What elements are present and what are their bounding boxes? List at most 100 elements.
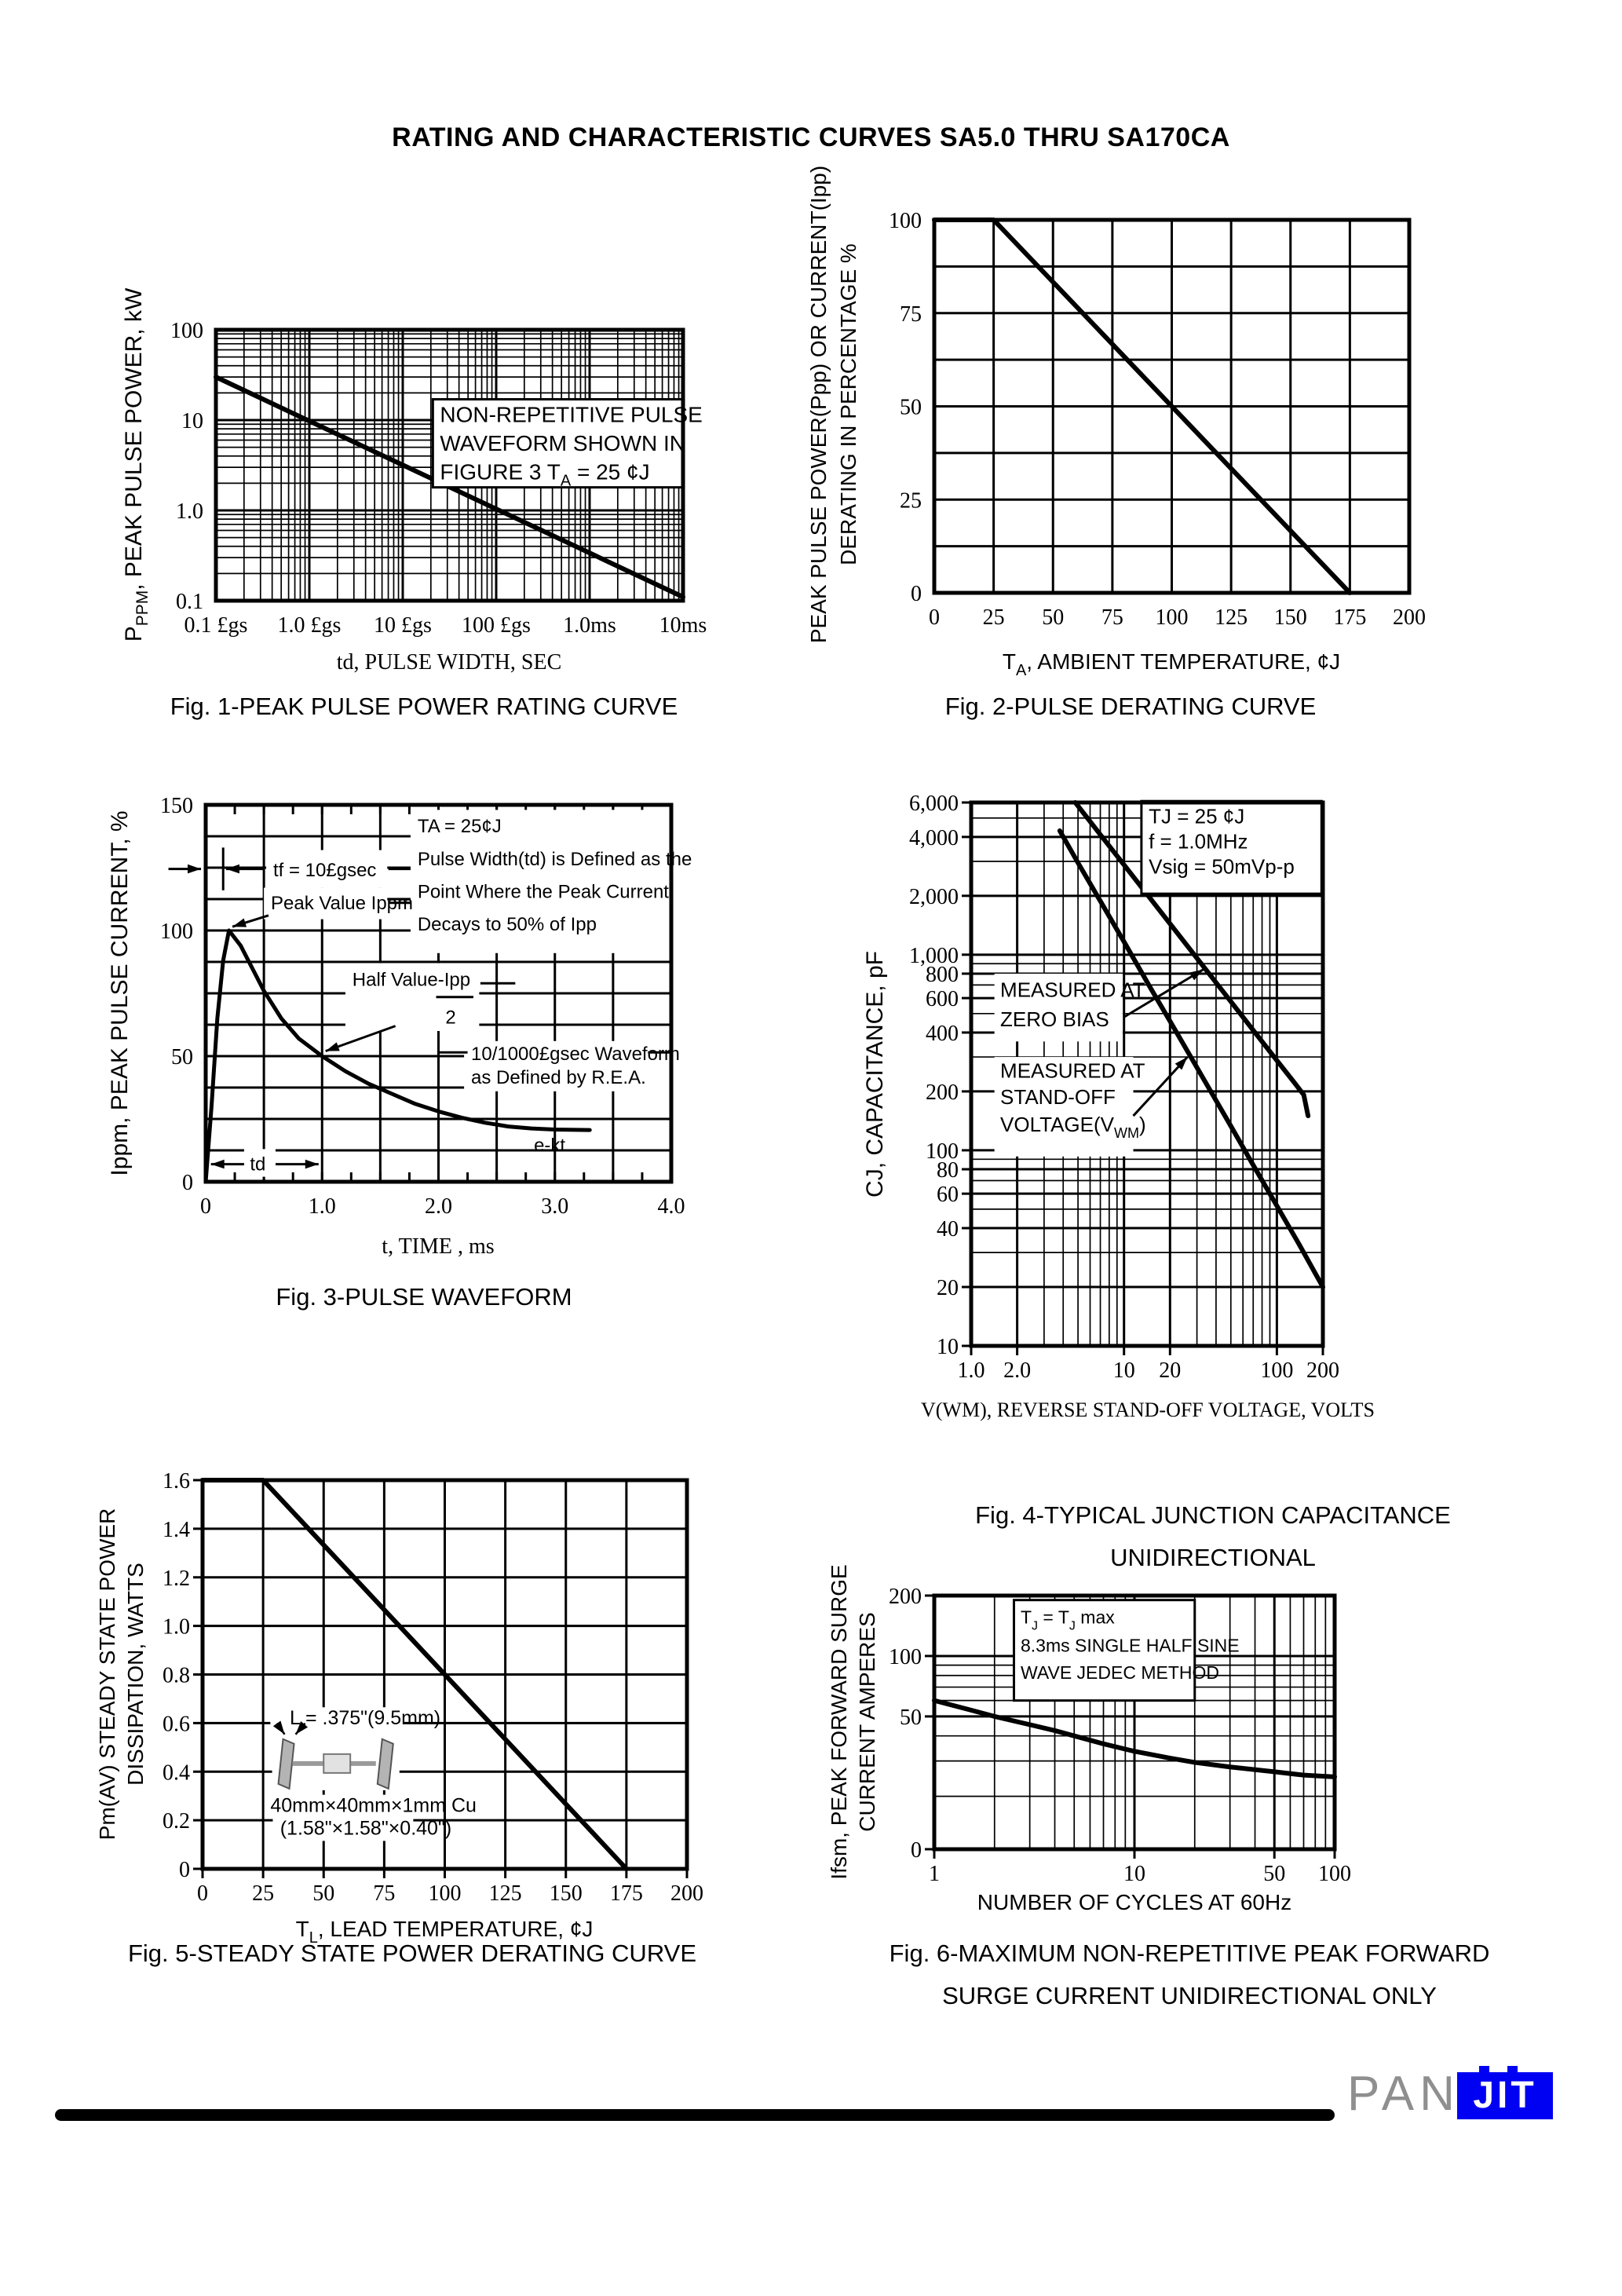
fig1-y-tick: 0.1 [176,590,203,614]
svg-text:Half Value-Ipp: Half Value-Ipp [353,969,470,990]
svg-text:td: td [250,1154,265,1175]
fig5-x-tick: 0 [197,1881,208,1906]
fig4-y-tick: 2,000 [909,885,959,909]
fig4-x-tick: 100 [1260,1358,1293,1383]
fig5-x-axis-title: TL, LEAD TEMPERATURE, ¢J [296,1917,594,1947]
logo-jit-text: JIT [1473,2075,1537,2116]
fig4-x-tick: 2.0 [1003,1358,1031,1383]
fig4-y-tick: 600 [926,987,959,1011]
footer-rule [55,2109,1335,2121]
fig5-x-tick: 150 [550,1881,583,1906]
fig6-y-tick: 50 [900,1706,922,1730]
fig6-chart: TJ = TJ max 8.3ms SINGLE HALF SINE WAVE JE… [827,1564,1351,1914]
svg-text:TA = 25¢J: TA = 25¢J [418,816,502,837]
svg-text:40mm×40mm×1mm Cu: 40mm×40mm×1mm Cu [270,1794,477,1816]
fig5-y-tick: 0.2 [163,1809,190,1834]
fig4-y-tick: 6,000 [909,792,959,816]
fig4-y-tick: 80 [937,1158,959,1183]
fig5-chart: L = .375"(9.5mm) 40mm×40mm×1mm Cu(1.58"×1… [95,1469,703,1947]
fig1-y-axis-title-0: PPPM, PEAK PULSE POWER, kW [121,287,152,642]
fig5-y-tick: 1.6 [163,1469,190,1493]
svg-text:10/1000£gsec Waveform: 10/1000£gsec Waveform [471,1044,680,1065]
fig2-y-tick: 50 [900,396,922,420]
fig4-series-measured-at-stand-off-voltage [1057,828,1325,1290]
fig2-x-tick: 100 [1156,605,1189,630]
fig3-caption: Fig. 3-PULSE WAVEFORM [276,1283,572,1311]
fig3-y-axis-title-0: Ippm, PEAK PULSE CURRENT, % [107,810,133,1175]
fig1-y-tick: 1.0 [176,499,203,524]
svg-text:WAVEFORM SHOWN IN: WAVEFORM SHOWN IN [440,431,685,455]
fig5-y-axis-title-1: DISSIPATION, WATTS [123,1563,148,1786]
fig4-y-tick: 1,000 [909,944,959,968]
logo-pan-text: PAN [1347,2067,1460,2121]
fig6-caption-line2: SURGE CURRENT UNIDIRECTIONAL ONLY [942,1982,1437,2009]
fig4-y-tick: 200 [926,1080,959,1105]
fig4-y-tick: 100 [926,1139,959,1164]
svg-text:f = 1.0MHz: f = 1.0MHz [1149,829,1248,853]
fig6-y-axis-title-0: Ifsm, PEAK FORWARD SURGE [827,1564,851,1879]
svg-text:2: 2 [445,1007,455,1028]
fig2-y-tick: 100 [889,209,922,233]
svg-text:L = .375"(9.5mm): L = .375"(9.5mm) [290,1707,440,1729]
fig2-y-axis-title-1: DERATING IN PERCENTAGE % [836,243,860,565]
fig4-x-tick: 10 [1113,1358,1135,1383]
fig1-y-tick: 100 [170,319,203,343]
fig5-y-tick: 1.0 [163,1615,190,1640]
svg-text:MEASURED AT: MEASURED AT [1000,1058,1145,1082]
svg-text:STAND-OFF: STAND-OFF [1000,1085,1116,1109]
fig5-y-axis-title-0: Pm(AV) STEADY STATE POWER [95,1508,119,1841]
fig1-x-tick: 10 £gs [374,613,432,638]
fig3-series-pulse-waveform [203,928,592,1184]
fig4-y-tick: 60 [937,1183,959,1207]
fig2-x-tick: 75 [1101,605,1123,630]
fig2-y-tick: 75 [900,302,922,327]
fig6-x-axis-title: NUMBER OF CYCLES AT 60Hz [977,1890,1291,1914]
fig2-y-axis-title-0: PEAK PULSE POWER(Ppp) OR CURRENT(Ipp) [806,166,831,643]
fig6-x-tick: 10 [1123,1862,1145,1886]
fig1-x-tick: 1.0ms [563,613,616,638]
fig6-y-axis-title-1: CURRENT AMPERES [855,1612,879,1832]
fig6-y-tick: 100 [889,1645,922,1669]
svg-text:8.3ms SINGLE HALF SINE: 8.3ms SINGLE HALF SINE [1021,1636,1240,1656]
svg-text:e-kt: e-kt [534,1135,565,1157]
fig1-x-axis-title: td, PULSE WIDTH, SEC [337,650,562,675]
fig1-y-tick: 10 [181,409,203,433]
fig5-x-tick: 25 [252,1881,274,1906]
fig5-x-tick: 125 [489,1881,522,1906]
fig6-y-tick: 0 [911,1838,922,1863]
fig1-x-tick: 10ms [659,613,707,638]
logo-dot-icon [1507,2066,1518,2076]
svg-text:tf = 10£gsec: tf = 10£gsec [273,860,376,881]
fig3-y-tick: 100 [160,919,193,944]
fig2-x-tick: 125 [1215,605,1248,630]
fig6-y-tick: 200 [889,1585,922,1609]
fig2-x-tick: 150 [1274,605,1307,630]
fig4-y-tick: 10 [937,1335,959,1359]
page-title: RATING AND CHARACTERISTIC CURVES SA5.0 T… [392,122,1230,152]
fig6-x-tick: 1 [929,1862,940,1886]
fig4-y-tick: 20 [937,1276,959,1300]
fig2-chart: 0 25 50 75 100 125 150 175 200 100 75 50 25 0 TA, AMBI… [806,166,1426,679]
fig3-x-tick: 2.0 [425,1194,452,1219]
fig3-chart: TA = 25¢J Pulse Width(td) is Defined as t… [107,794,692,1259]
fig5-x-tick: 50 [312,1881,334,1906]
svg-text:MEASURED AT: MEASURED AT [1000,978,1145,1001]
fig4-caption-line2: UNIDIRECTIONAL [1110,1544,1316,1571]
fig4-x-axis-title: V(WM), REVERSE STAND-OFF VOLTAGE, VOLTS [921,1398,1375,1421]
fig3-x-tick: 4.0 [658,1194,685,1219]
svg-text:FIGURE 3 TA = 25 ¢J: FIGURE 3 TA = 25 ¢J [440,460,649,490]
fig5-y-tick: 1.4 [163,1518,190,1542]
svg-text:(1.58"×1.58"×0.40"): (1.58"×1.58"×0.40") [280,1818,451,1840]
fig6-x-tick: 50 [1263,1862,1285,1886]
fig4-y-tick: 40 [937,1217,959,1241]
svg-text:TJ = 25 ¢J: TJ = 25 ¢J [1149,804,1244,828]
svg-text:Pulse Width(td) is Defined as: Pulse Width(td) is Defined as the [418,849,692,870]
logo-dot-icon [1479,2066,1489,2076]
fig4-x-tick: 200 [1306,1358,1339,1383]
svg-text:TJ = TJ max: TJ = TJ max [1021,1607,1115,1633]
fig2-x-tick: 25 [983,605,1005,630]
svg-text:Point Where the Peak Current: Point Where the Peak Current [418,881,669,902]
fig3-y-tick: 150 [160,794,193,818]
